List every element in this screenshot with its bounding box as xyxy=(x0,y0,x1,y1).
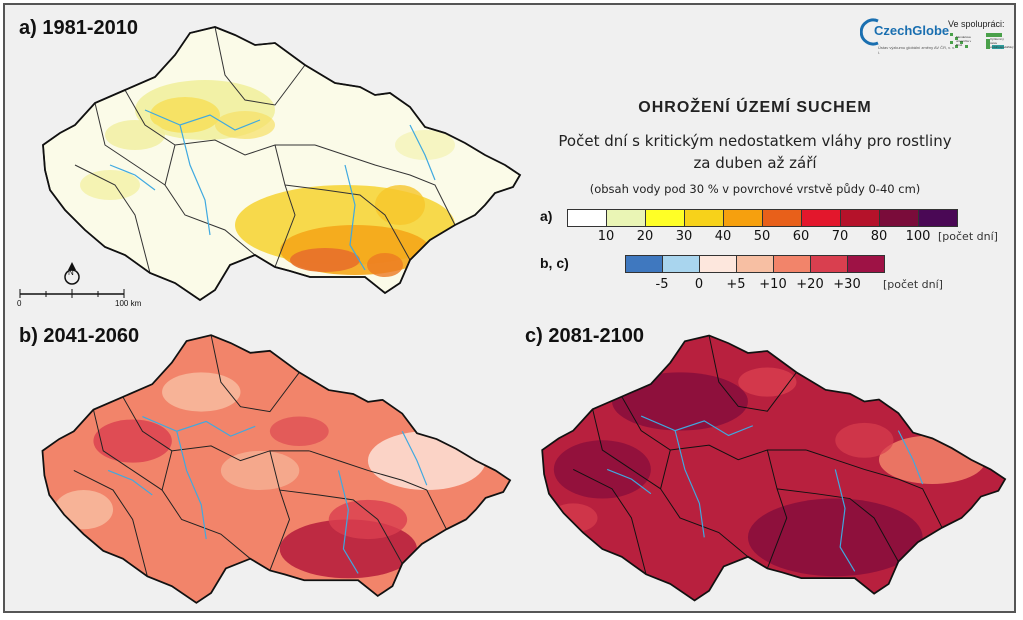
legend-bc-swatch xyxy=(847,255,885,273)
vuv-logo-icon xyxy=(986,33,1004,49)
map-subtitle-line1: Počet dní s kritickým nedostatkem vláhy … xyxy=(558,132,952,150)
legend-a-tick-label: 80 xyxy=(870,229,888,244)
legend-a-swatch xyxy=(801,209,841,227)
country-border-a xyxy=(42,26,522,302)
legend-a-unit: [počet dní] xyxy=(938,230,998,243)
legend-bc-swatch xyxy=(662,255,700,273)
cooperation-label: Ve spolupráci: xyxy=(948,19,1005,29)
map-title: OHROŽENÍ ÚZEMÍ SUCHEM xyxy=(638,99,872,116)
czechglobe-logo-icon xyxy=(860,18,879,46)
legend-a-tick-label: 40 xyxy=(714,229,732,244)
czechglobe-logo-text: CzechGlobe xyxy=(874,23,950,38)
legend-a-tick-label: 100 xyxy=(905,229,931,244)
legend-bc-key: b, c) xyxy=(540,255,569,271)
legend-a-swatch xyxy=(762,209,802,227)
legend-a-tick-label: 50 xyxy=(753,229,771,244)
legend-a-swatch xyxy=(918,209,958,227)
legend-bc-swatch xyxy=(773,255,811,273)
legend-a-swatch xyxy=(567,209,607,227)
map-panel-c xyxy=(541,334,1007,602)
partner1-text: Mendelova univerzita v Brně xyxy=(956,35,972,47)
map-subtitle-line2: za duben až září xyxy=(693,154,817,172)
legend-bc-tick-label: +5 xyxy=(726,277,746,292)
legend-a-swatch xyxy=(879,209,919,227)
legend-bc-swatch xyxy=(810,255,848,273)
figure-frame: a) 1981-2010 xyxy=(3,3,1016,613)
legend-a-swatch xyxy=(606,209,646,227)
legend-bc-swatch xyxy=(736,255,774,273)
legend-a-swatch xyxy=(645,209,685,227)
legend-a-swatch xyxy=(840,209,880,227)
legend-a-tick-label: 20 xyxy=(636,229,654,244)
panel-c-title: c) 2081-2100 xyxy=(525,325,644,347)
north-arrow-icon xyxy=(64,262,80,285)
map-panel-b xyxy=(41,334,512,604)
country-border-c xyxy=(541,334,1007,602)
north-label: N xyxy=(68,268,74,277)
czechglobe-tagline: Ústav výzkumu globální změny AV ČR, v. v… xyxy=(878,45,955,55)
legend-a-swatch xyxy=(684,209,724,227)
legend-a-key: a) xyxy=(540,208,553,224)
map-note: (obsah vody pod 30 % v povrchové vrstvě … xyxy=(589,182,921,196)
legend-a-tick-label: 10 xyxy=(597,229,615,244)
legend-a-tick-label: 70 xyxy=(831,229,849,244)
legend-bc-swatch xyxy=(699,255,737,273)
legend-a-tick-label: 60 xyxy=(792,229,810,244)
partner2-text: Výzkumný ústav vodohospodářský xyxy=(990,37,1014,49)
legend-bc-tick-label: +30 xyxy=(833,277,861,292)
scale-bar xyxy=(19,289,125,298)
legend-a-tick-label: 30 xyxy=(675,229,693,244)
logo-area: CzechGlobe Ústav výzkumu globální změny … xyxy=(860,17,1015,72)
legend-bc-swatch xyxy=(625,255,663,273)
country-border-b xyxy=(41,334,512,604)
legend-a-swatch xyxy=(723,209,763,227)
map-panel-a xyxy=(42,26,522,302)
scale-end-label: 100 km xyxy=(115,299,142,308)
legend-bc-tick-label: +10 xyxy=(759,277,787,292)
scale-start-label: 0 xyxy=(17,299,22,308)
panel-b-title: b) 2041-2060 xyxy=(19,325,140,347)
mendelu-logo-icon xyxy=(950,33,968,48)
legend-bc-tick-label: +20 xyxy=(796,277,824,292)
panel-a-title: a) 1981-2010 xyxy=(19,17,138,39)
legend-bc-tick-label: 0 xyxy=(694,277,704,292)
legend-bc-unit: [počet dní] xyxy=(883,278,943,291)
legend-bc-tick-label: -5 xyxy=(655,277,669,292)
